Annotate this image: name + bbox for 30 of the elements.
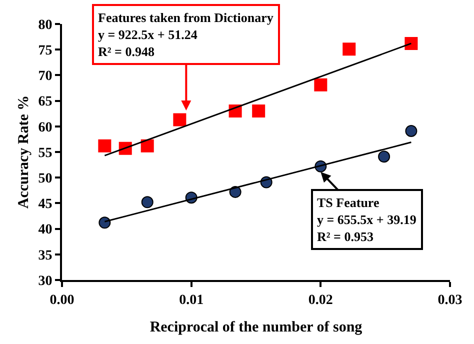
point [378, 150, 390, 163]
y-tick-label: 55 [38, 146, 52, 161]
point [98, 139, 112, 152]
y-tick-label: 60 [38, 120, 52, 136]
y-tick-label: 70 [38, 69, 52, 84]
point [314, 78, 328, 92]
x-axis-title: Reciprocal of the number of song [150, 319, 363, 336]
point [98, 216, 111, 229]
y-tick-label: 40 [38, 222, 52, 238]
y-tick-label: 65 [38, 94, 52, 110]
point [141, 196, 154, 208]
x-tick-label: 0.01 [179, 292, 204, 308]
x-tick-label: 0.00 [50, 292, 74, 308]
point [173, 113, 186, 126]
annotation: Features taken from Dictionary y = 922.5x + 51.24 R² = 0.948 [98, 10, 274, 59]
y-tick-label: 80 [38, 18, 52, 33]
y-tick-label: 45 [38, 197, 52, 212]
point [405, 125, 418, 138]
y-tick-label: 75 [38, 44, 52, 58]
y-tick-label: 30 [38, 274, 52, 289]
y-axis-title: Accuracy Rate % [16, 95, 32, 209]
point [342, 42, 356, 56]
y-tick-label: 50 [38, 172, 52, 186]
annotation: TS Feature y = 655.5x + 39.19 R² = 0.953 [317, 195, 417, 244]
x-tick-label: 0.02 [308, 292, 333, 308]
point [252, 104, 266, 118]
point [140, 139, 154, 152]
x-tick-label: 0.03 [438, 292, 462, 308]
point [404, 36, 418, 50]
y-tick-label: 35 [38, 248, 52, 264]
